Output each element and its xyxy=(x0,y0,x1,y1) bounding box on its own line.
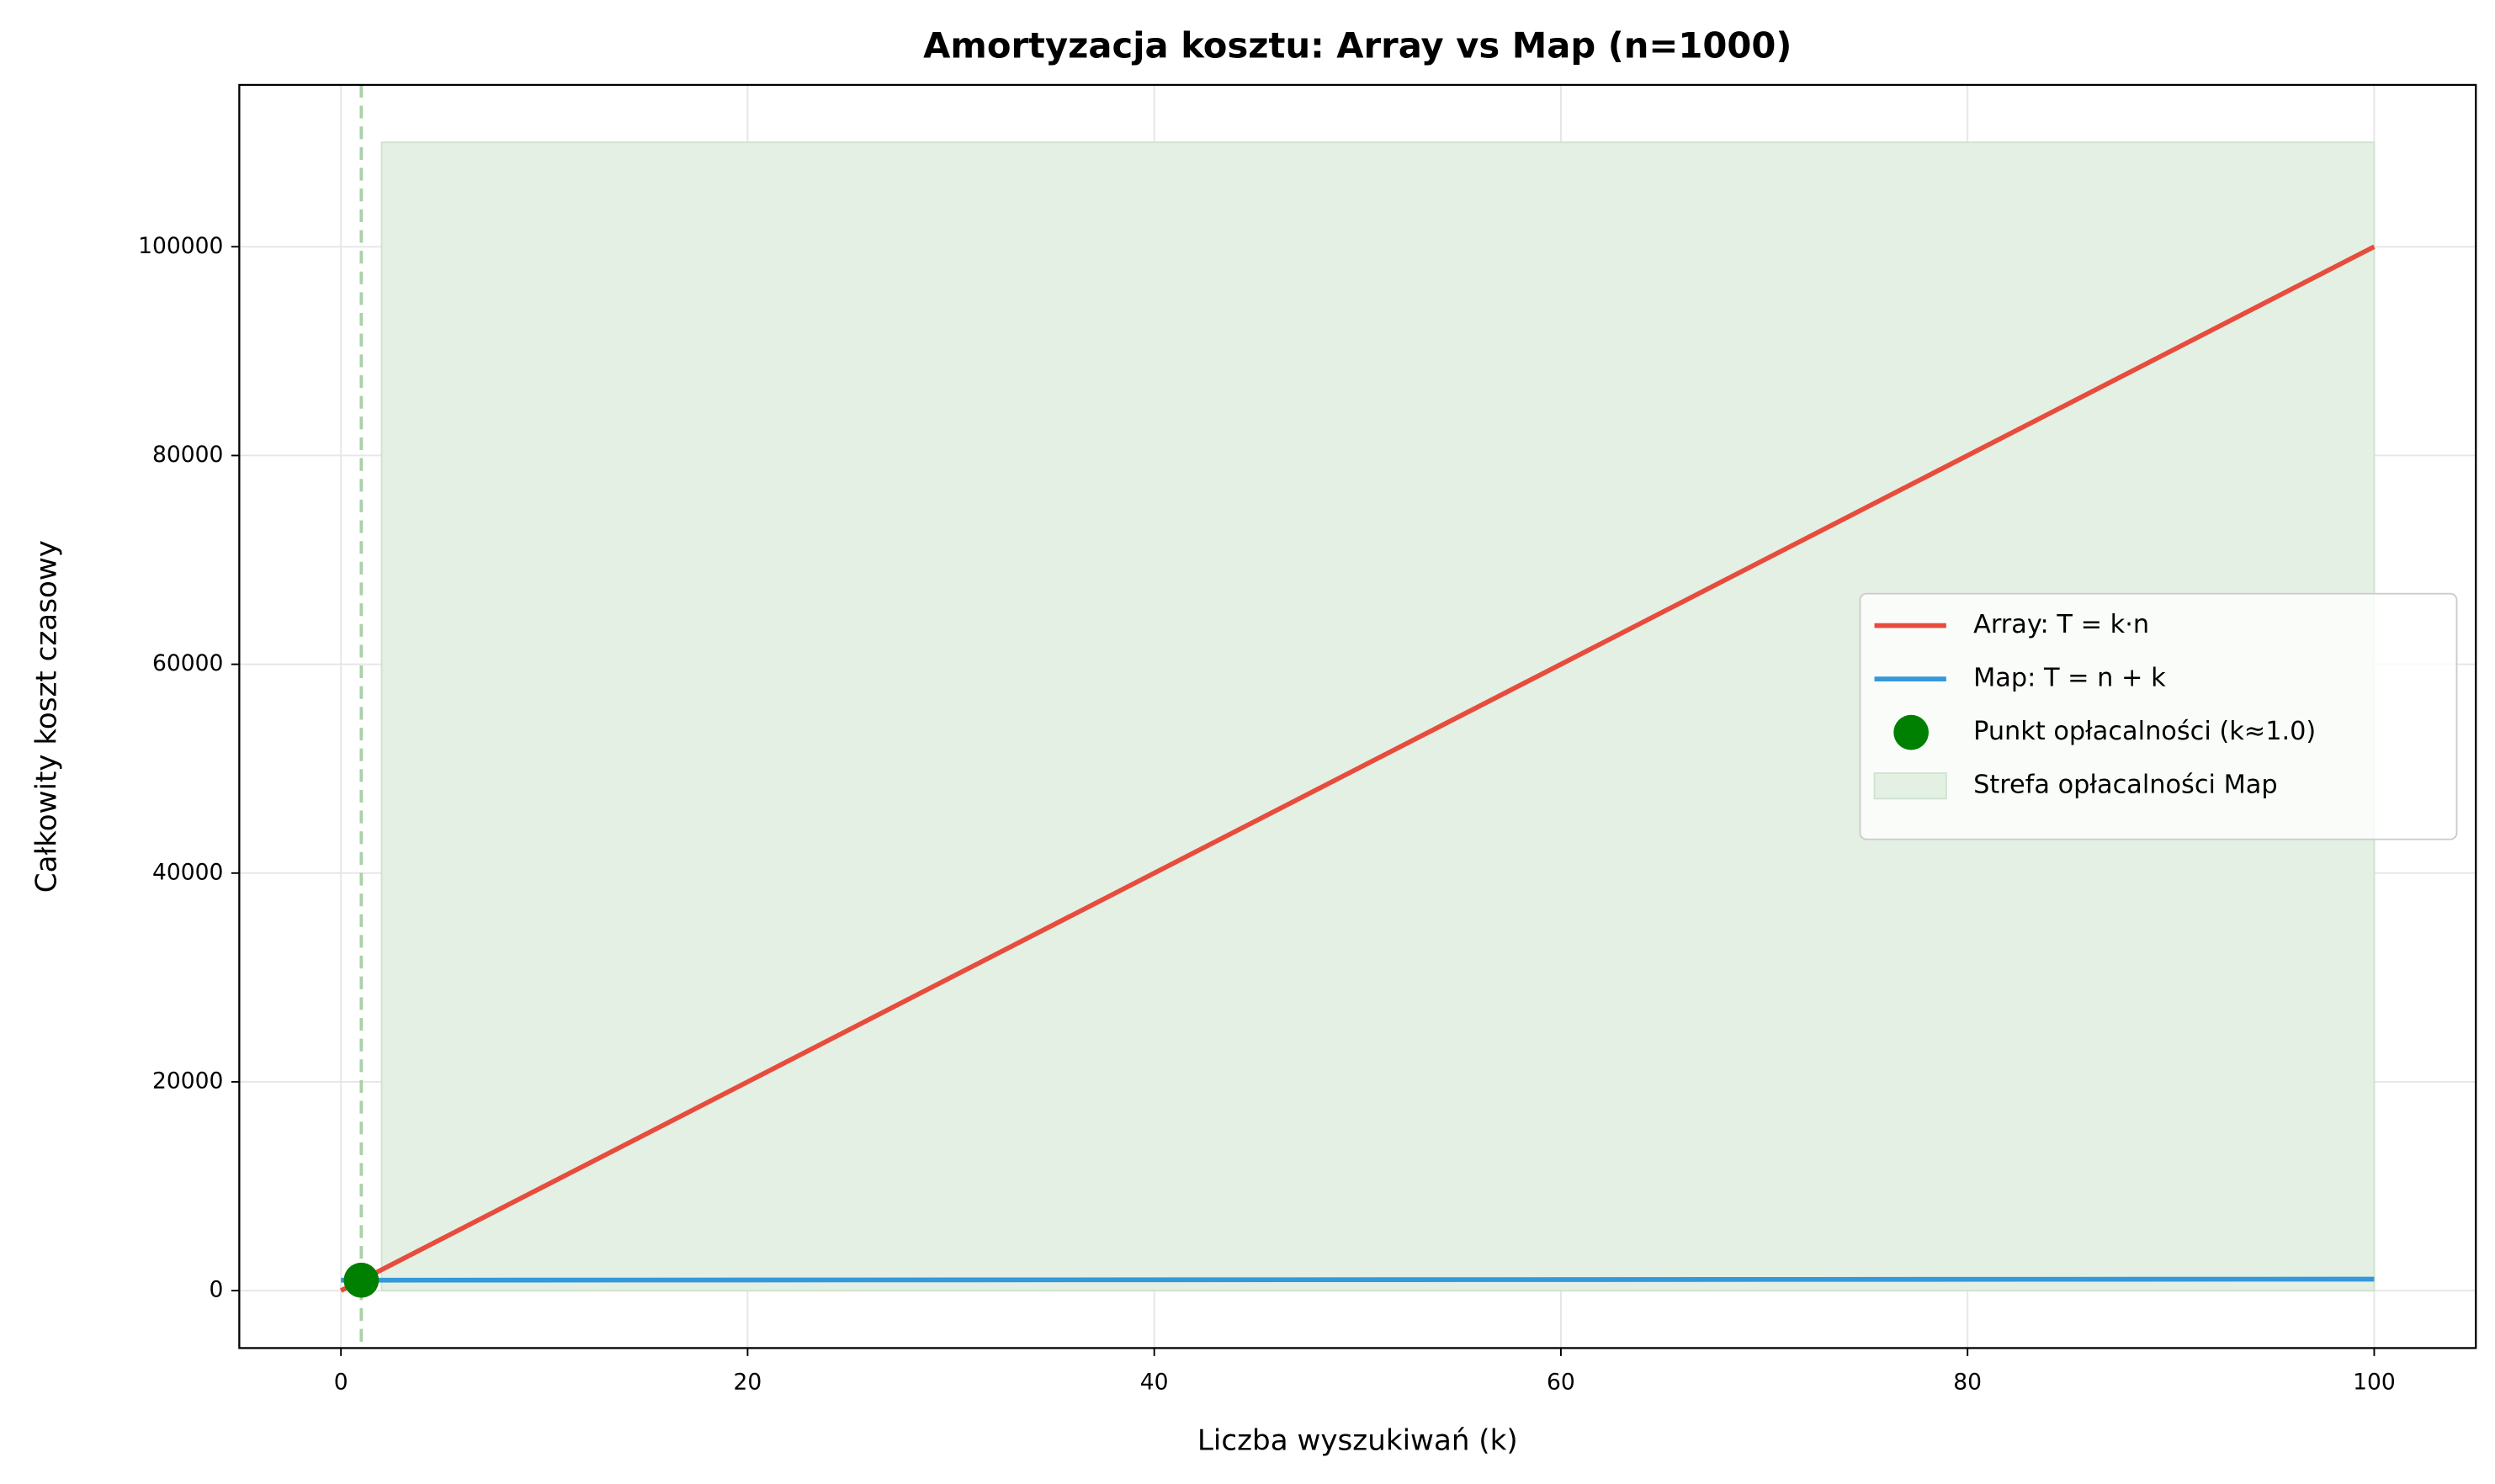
plot-frame xyxy=(238,83,2477,1349)
legend-label: Strefa opłacalności Map xyxy=(1973,771,2278,800)
series-line xyxy=(341,1276,2375,1283)
y-tick-label: 20000 xyxy=(152,1068,223,1094)
y-tick-label: 0 xyxy=(210,1277,224,1303)
y-tick-label: 60000 xyxy=(152,650,223,676)
legend-label: Array: T = k·n xyxy=(1973,610,2149,639)
x-tick-label: 60 xyxy=(1547,1370,1575,1396)
marker-point xyxy=(343,1262,380,1298)
y-axis-label: Całkowity koszt czasowy xyxy=(29,540,63,893)
legend-label: Punkt opłacalności (k≈1.0) xyxy=(1973,717,2316,746)
x-tick-label: 20 xyxy=(734,1370,762,1396)
legend-box xyxy=(1859,592,2458,840)
y-tick-label: 80000 xyxy=(152,442,223,468)
y-tick-label: 100000 xyxy=(138,233,223,259)
legend-swatch xyxy=(1873,772,1947,800)
legend-swatch xyxy=(1893,714,1929,750)
x-tick-label: 0 xyxy=(334,1370,348,1396)
series-line xyxy=(339,244,2376,1293)
x-tick-label: 80 xyxy=(1953,1370,1982,1396)
legend: Array: T = k·n Map: T = n + k Punkt opłaca… xyxy=(1859,592,2458,840)
chart-title: Amortyzacja kosztu: Array vs Map (n=1000… xyxy=(923,24,1792,66)
legend-label: Map: T = n + k xyxy=(1973,664,2166,693)
y-tick-label: 40000 xyxy=(152,859,223,885)
x-tick-label: 100 xyxy=(2353,1370,2396,1396)
x-tick-label: 40 xyxy=(1140,1370,1169,1396)
x-axis-label: Liczba wyszukiwań (k) xyxy=(1197,1424,1518,1458)
